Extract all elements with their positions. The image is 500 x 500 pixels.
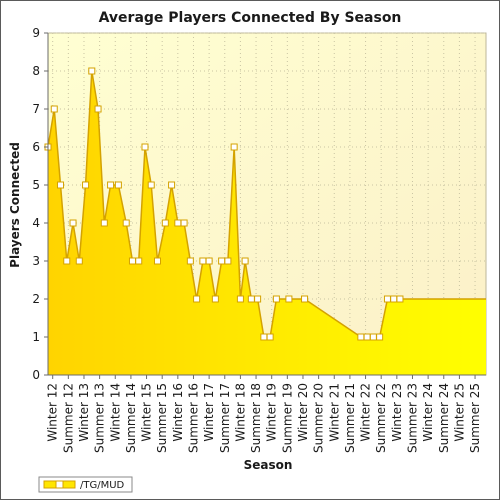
data-point <box>390 295 398 303</box>
data-point <box>230 143 238 151</box>
x-tick-label: Winter 13 <box>77 383 91 442</box>
data-point <box>141 143 149 151</box>
data-point <box>128 257 136 265</box>
data-point <box>147 181 155 189</box>
data-point <box>180 219 188 227</box>
x-tick-label: Summer 22 <box>374 383 388 453</box>
y-tick-label: 7 <box>32 102 40 116</box>
data-point <box>75 257 83 265</box>
x-tick-label: Winter 12 <box>46 383 60 442</box>
x-tick-label: Winter 20 <box>296 383 310 442</box>
data-point <box>218 257 226 265</box>
y-tick-label: 8 <box>32 64 40 78</box>
data-point <box>285 295 293 303</box>
data-point <box>363 333 371 341</box>
x-tick-label: Winter 23 <box>390 383 404 442</box>
data-point <box>236 295 244 303</box>
data-point <box>82 181 90 189</box>
x-tick-label: Summer 24 <box>437 383 451 453</box>
x-axis-title: Season <box>244 458 293 472</box>
x-tick-label: Summer 16 <box>186 383 200 453</box>
x-tick-label: Winter 14 <box>108 383 122 442</box>
x-tick-label: Summer 25 <box>468 383 482 453</box>
x-tick-label: Summer 21 <box>343 383 357 453</box>
data-point <box>247 295 255 303</box>
x-tick-label: Summer 17 <box>218 383 232 453</box>
data-point <box>168 181 176 189</box>
chart-title: Average Players Connected By Season <box>99 10 402 26</box>
x-tick-label: Summer 19 <box>280 383 294 453</box>
x-tick-label: Winter 17 <box>202 383 216 442</box>
x-tick-label: Summer 12 <box>61 383 75 453</box>
x-tick-label: Summer 13 <box>93 383 107 453</box>
y-axis-title: Players Connected <box>8 142 22 268</box>
data-point <box>376 333 384 341</box>
data-point <box>193 295 201 303</box>
x-tick-label: Winter 25 <box>452 383 466 442</box>
data-point <box>241 257 249 265</box>
data-point <box>396 295 404 303</box>
data-point <box>88 67 96 75</box>
data-point <box>94 105 102 113</box>
data-point <box>211 295 219 303</box>
data-point <box>63 257 71 265</box>
x-tick-label: Winter 22 <box>359 383 373 442</box>
data-point <box>266 333 274 341</box>
data-point <box>301 295 309 303</box>
y-tick-label: 9 <box>32 26 40 40</box>
data-point <box>69 219 77 227</box>
legend-label: /TG/MUD <box>80 480 125 491</box>
data-point <box>154 257 161 265</box>
x-axis: Winter 12 Summer 12 Winter 13 Summer 13 Wint… <box>46 374 486 453</box>
data-point <box>50 105 58 113</box>
y-tick-label: 4 <box>32 216 40 230</box>
y-tick-label: 2 <box>32 292 40 306</box>
legend-marker <box>55 480 64 489</box>
data-point <box>57 181 65 189</box>
data-point <box>199 257 207 265</box>
data-point <box>122 219 130 227</box>
y-tick-label: 0 <box>32 368 40 382</box>
x-tick-label: Winter 18 <box>233 383 247 442</box>
x-tick-label: Summer 23 <box>405 383 419 453</box>
data-point <box>174 219 182 227</box>
x-tick-label: Winter 24 <box>421 383 435 442</box>
x-tick-label: Summer 18 <box>249 383 263 453</box>
data-point <box>272 295 280 303</box>
data-point <box>260 333 268 341</box>
x-tick-label: Winter 19 <box>265 383 279 442</box>
data-point <box>161 219 169 227</box>
y-axis: 0 1 2 3 4 5 6 7 8 9 <box>32 26 49 382</box>
data-point <box>224 257 232 265</box>
y-tick-label: 1 <box>32 330 40 344</box>
data-point <box>114 181 122 189</box>
x-tick-label: Winter 21 <box>327 383 341 442</box>
data-point <box>100 219 108 227</box>
x-tick-label: Summer 20 <box>312 383 326 453</box>
data-point <box>107 181 115 189</box>
data-point <box>186 257 194 265</box>
x-tick-label: Summer 15 <box>155 383 169 453</box>
y-tick-label: 3 <box>32 254 40 268</box>
y-tick-label: 6 <box>32 140 40 154</box>
y-tick-label: 5 <box>32 178 40 192</box>
data-point <box>383 295 391 303</box>
data-point <box>205 257 213 265</box>
data-point <box>357 333 365 341</box>
legend: /TG/MUD <box>38 476 133 493</box>
data-point <box>135 257 143 265</box>
x-tick-label: Winter 15 <box>140 383 154 442</box>
x-tick-label: Summer 14 <box>124 383 138 453</box>
data-point <box>254 295 262 303</box>
series-area-fill <box>48 71 486 375</box>
x-tick-label: Winter 16 <box>171 383 185 442</box>
data-point <box>369 333 377 341</box>
